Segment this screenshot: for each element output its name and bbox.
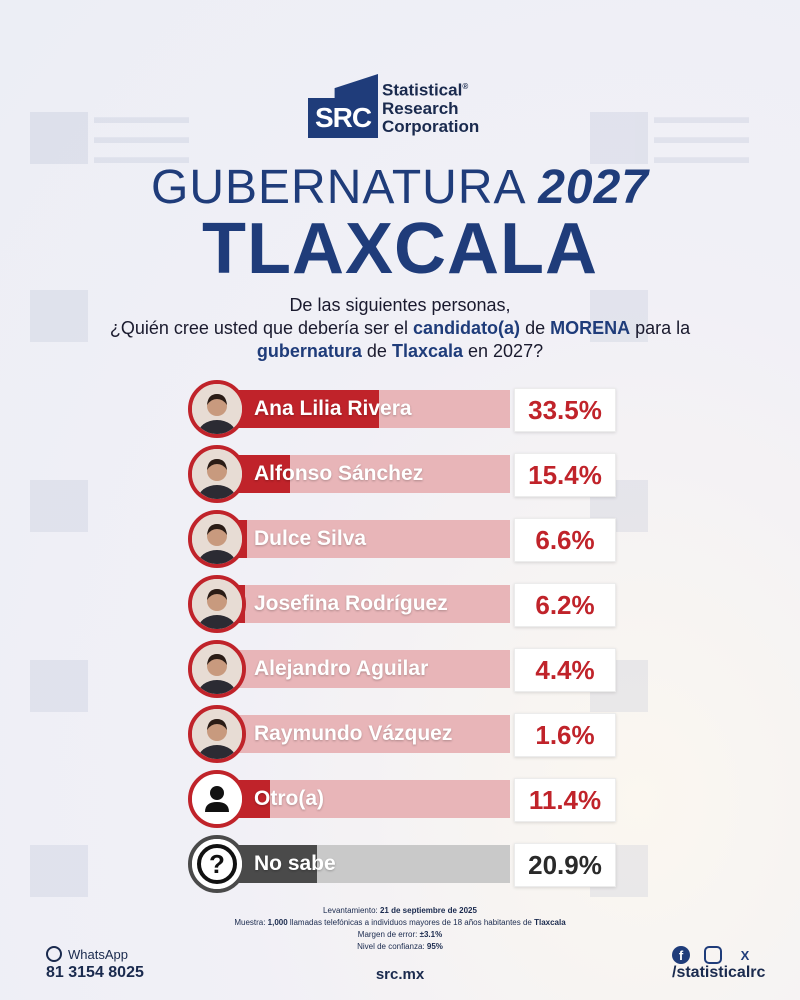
note-label: Nivel de confianza: [357,942,427,951]
page-title: GUBERNATURA 2027 [0,160,800,215]
bar-row: Alejandro Aguilar 4.4% [188,640,618,700]
bar-label: Dulce Silva [254,527,367,550]
note-value: Tlaxcala [534,918,566,927]
src-logo-mark: SRC [308,74,378,138]
candidate-photo [188,445,246,503]
bar-row: Ana Lilia Rivera 33.5% [188,380,618,440]
bar-value-label: 15.4% [514,453,616,497]
facebook-icon[interactable]: f [672,946,690,964]
logo-line2: Research [382,99,459,118]
candidate-photo [188,640,246,698]
bar-value-label: 11.4% [514,778,616,822]
fieldwork-date: Levantamiento: 21 de septiembre de 2025 [200,905,600,917]
note-value: 21 de septiembre de 2025 [379,906,477,915]
candidate-photo [188,575,246,633]
title-year: 2027 [538,161,649,214]
website-link[interactable]: src.mx [375,966,425,983]
question-emphasis: candidato(a) [413,318,521,338]
bar-chart: Ana Lilia Rivera 33.5% Alfonso Sánchez 15.4… [188,380,618,893]
note-label: Muestra: [234,918,268,927]
question-emphasis: gubernatura [256,341,362,361]
bar-track [214,715,510,753]
bar-value-label: 1.6% [514,713,616,757]
question-emphasis: MORENA [550,318,631,338]
logo-wordmark: Statistical® Research Corporation [382,78,479,138]
question-text: en 2027? [463,341,544,361]
note-label: Levantamiento: [323,906,380,915]
question-text: de [361,341,392,361]
sample-note: Muestra: 1,000 llamadas telefónicas a in… [200,917,600,929]
note-value: 1,000 [267,918,288,927]
whatsapp-label: WhatsApp [68,946,128,962]
bar-label: Raymundo Vázquez [254,722,453,745]
bar-track [214,520,510,558]
question-emphasis: Tlaxcala [391,341,464,361]
candidate-photo [188,705,246,763]
margin-of-error: Margen de error: ±3.1% [200,929,600,941]
question-text: ¿Quién cree usted que debería ser el [109,318,414,338]
bar-value-label: 6.2% [514,583,616,627]
bar-label: Ana Lilia Rivera [254,397,412,420]
instagram-icon[interactable] [704,946,722,964]
person-icon [188,770,246,828]
page-subtitle: TLAXCALA [202,209,598,289]
survey-question: De las siguientes personas, ¿Quién cree … [60,294,740,363]
registered-mark: ® [462,82,469,92]
bar-track [214,650,510,688]
question-line1: De las siguientes personas, [289,295,511,315]
whatsapp-contact[interactable]: WhatsApp [46,946,128,962]
bar-label: Josefina Rodríguez [254,592,448,615]
title-light: GUBERNATURA [151,161,524,214]
confidence-level: Nivel de confianza: 95% [200,941,600,953]
candidate-photo [188,380,246,438]
bar-row: Otro(a) 11.4% [188,770,618,830]
bar-value-label: 4.4% [514,648,616,692]
bar-label: Alejandro Aguilar [254,657,429,680]
question-text: de [520,318,551,338]
bar-row: Dulce Silva 6.6% [188,510,618,570]
logo-line1: Statistical [382,81,463,100]
bar-value-label: 33.5% [514,388,616,432]
candidate-photo [188,510,246,568]
bar-row: ? No sabe 20.9% [188,835,618,895]
question-icon: ? [188,835,246,893]
bar-row: Alfonso Sánchez 15.4% [188,445,618,505]
note-value: 95% [426,942,443,951]
note-value: ±3.1% [419,930,443,939]
phone-number[interactable]: 81 3154 8025 [46,964,144,981]
social-links: f X [672,946,754,964]
svg-text:?: ? [209,849,225,879]
bar-label: Alfonso Sánchez [254,462,424,485]
whatsapp-icon [46,946,62,962]
bar-row: Josefina Rodríguez 6.2% [188,575,618,635]
bar-value-label: 6.6% [514,518,616,562]
logo-line3: Corporation [382,117,480,136]
brand-logo: SRC Statistical® Research Corporation [308,74,479,138]
social-handle[interactable]: /statisticalrc [672,964,766,981]
bar-value-label: 20.9% [514,843,616,887]
bar-track [214,585,510,623]
question-text: para la [630,318,691,338]
x-icon[interactable]: X [740,947,750,963]
bar-row: Raymundo Vázquez 1.6% [188,705,618,765]
bar-label: No sabe [254,852,336,875]
note-label: Margen de error: [357,930,420,939]
bar-label: Otro(a) [254,787,324,810]
logo-mark-text: SRC [308,98,378,138]
note-text: llamadas telefónicas a individuos mayore… [287,918,535,927]
methodology-notes: Levantamiento: 21 de septiembre de 2025 … [200,905,600,953]
